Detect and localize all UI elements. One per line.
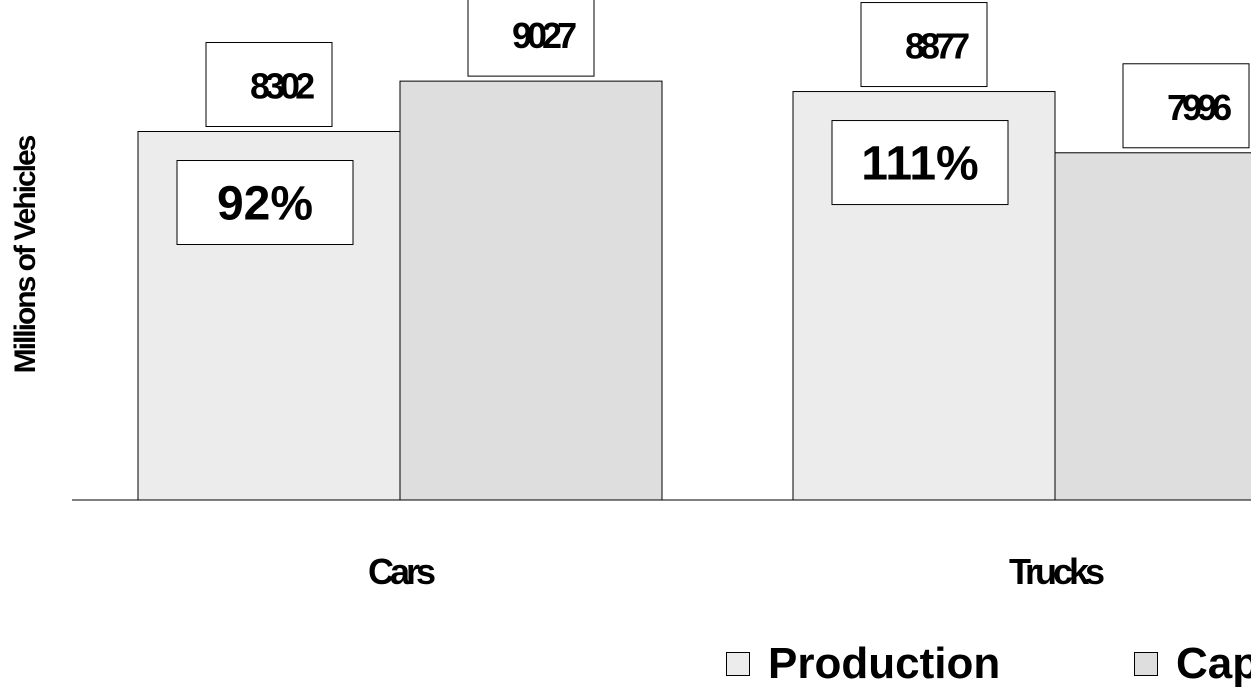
- percent-label-cars: 92%: [217, 178, 313, 231]
- value-label-capacity-cars: 9027: [512, 15, 576, 56]
- bar-capacity-trucks: [1054, 152, 1251, 501]
- legend-swatch-production: [726, 651, 750, 676]
- percent-label-box-trucks: [831, 120, 1009, 206]
- value-label-box-capacity-trucks: [1122, 63, 1250, 149]
- legend-item-production: Production: [726, 636, 1000, 691]
- legend-swatch-capacity: [1134, 651, 1158, 676]
- legend-label-production: Production: [768, 639, 1001, 688]
- legend-item-capacity: Capacity: [1134, 636, 1251, 691]
- value-label-box-production-cars: [205, 42, 333, 128]
- legend: Production Capacity: [726, 636, 1251, 691]
- value-label-capacity-trucks: 7996: [1167, 87, 1231, 128]
- percent-label-trucks: 111%: [861, 138, 978, 191]
- value-label-box-capacity-cars: [467, 0, 595, 77]
- legend-label-capacity: Capacity: [1176, 639, 1251, 688]
- percent-label-box-cars: [176, 160, 354, 246]
- value-label-production-trucks: 8877: [905, 26, 969, 67]
- y-axis-label: Millions of Vehicles: [9, 136, 42, 374]
- bar-capacity-cars: [399, 80, 663, 501]
- category-label-cars: Cars: [368, 551, 435, 592]
- value-label-box-production-trucks: [860, 2, 988, 88]
- category-label-trucks: Trucks: [1009, 551, 1104, 592]
- value-label-production-cars: 8302: [250, 66, 314, 107]
